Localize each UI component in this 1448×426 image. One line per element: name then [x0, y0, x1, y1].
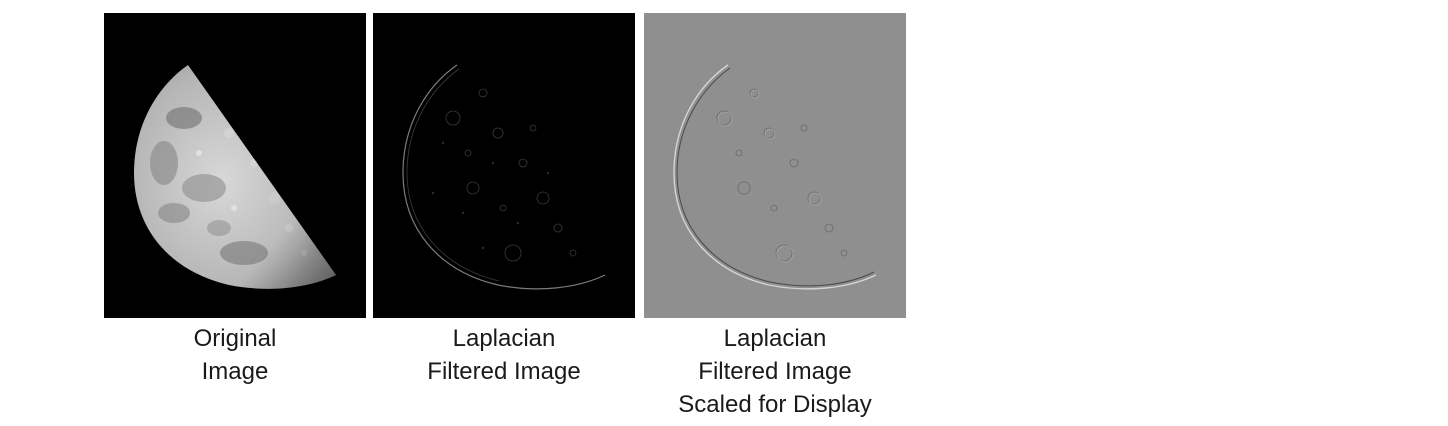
caption-line: Laplacian — [452, 325, 556, 352]
caption-laplacian: Laplacian Filtered Image — [373, 322, 635, 388]
caption-line: Original — [193, 325, 277, 352]
original-moon-graphic — [104, 13, 366, 318]
caption-line: Scaled for Display — [678, 391, 872, 418]
laplacian-filtered-image — [373, 13, 635, 318]
caption-scaled: Laplacian Filtered Image Scaled for Disp… — [644, 322, 906, 421]
caption-line: Filtered Image — [427, 358, 581, 385]
caption-line: Laplacian — [723, 325, 827, 352]
original-moon-image — [104, 13, 366, 318]
scaled-moon-graphic — [644, 13, 906, 318]
laplacian-moon-graphic — [373, 13, 635, 318]
laplacian-scaled-image — [644, 13, 906, 318]
caption-original: Original Image — [104, 322, 366, 388]
caption-line: Image — [201, 358, 269, 385]
caption-line: Filtered Image — [698, 358, 852, 385]
